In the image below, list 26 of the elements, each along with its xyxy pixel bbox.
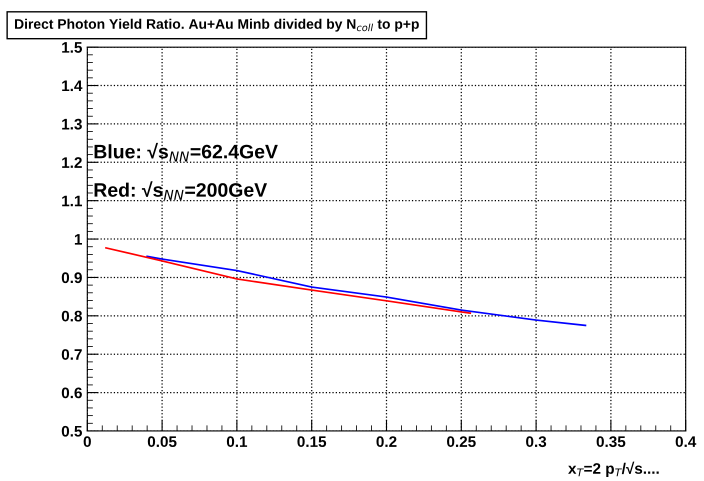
- line-series: [105, 247, 472, 314]
- y-tick-label: 0.9: [62, 272, 82, 284]
- y-tick-label: 1: [74, 234, 82, 245]
- x-tick-label: 0.25: [447, 436, 476, 448]
- x-tick-label: 0.15: [297, 436, 326, 448]
- x-tick-label: 0.2: [376, 436, 397, 448]
- x-tick-label: 0.4: [676, 436, 696, 448]
- y-tick-label: 1.1: [62, 196, 82, 206]
- x-tick-label: 0.35: [596, 436, 626, 448]
- x-axis-title: x$_{T}$=2 p$_{T}$/√s....: [568, 462, 659, 477]
- x-tick-label: 0.3: [526, 436, 546, 448]
- x-tick-label: 0.1: [226, 436, 248, 448]
- y-tick-label: 1.3: [62, 118, 82, 130]
- y-tick-label: 1.2: [62, 157, 82, 168]
- y-tick-label: 1.4: [62, 80, 82, 92]
- y-tick-label: 0.5: [62, 426, 82, 437]
- y-tick-label: 0.8: [62, 310, 82, 322]
- annotation: Red: √s$_{NN}$=200GeV: [94, 181, 268, 200]
- line-series: [146, 255, 586, 326]
- annotation: Blue: √s$_{NN}$=62.4GeV: [94, 142, 278, 162]
- x-tick-label: 0.05: [148, 436, 177, 448]
- y-tick-label: 0.6: [62, 387, 82, 398]
- y-tick-label: 0.7: [62, 349, 82, 360]
- y-tick-label: 1.5: [62, 42, 82, 53]
- chart-title: Direct Photon Yield Ratio. Au+Au Minb divided by N$_{coll}$ to p+p: [15, 18, 419, 32]
- x-tick-label: 0: [84, 436, 91, 448]
